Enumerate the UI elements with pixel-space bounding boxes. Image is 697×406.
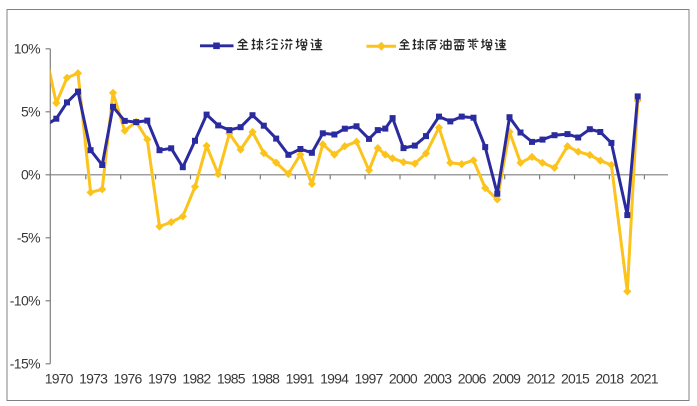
svg-text:1991: 1991 (286, 371, 315, 387)
svg-text:5%: 5% (21, 104, 40, 120)
svg-text:1979: 1979 (148, 371, 177, 387)
svg-text:-15%: -15% (10, 356, 40, 372)
svg-text:1970: 1970 (45, 371, 74, 387)
svg-text:2003: 2003 (423, 371, 452, 387)
svg-text:1994: 1994 (320, 371, 349, 387)
svg-text:2000: 2000 (389, 371, 418, 387)
svg-text:2006: 2006 (458, 371, 487, 387)
svg-text:1982: 1982 (182, 371, 211, 387)
svg-text:2015: 2015 (561, 371, 590, 387)
svg-text:0%: 0% (21, 167, 40, 183)
svg-text:-5%: -5% (17, 230, 40, 246)
svg-text:2012: 2012 (527, 371, 556, 387)
svg-text:2018: 2018 (595, 371, 624, 387)
svg-text:1985: 1985 (217, 371, 246, 387)
svg-text:2021: 2021 (630, 371, 659, 387)
svg-text:1973: 1973 (79, 371, 108, 387)
svg-text:1976: 1976 (114, 371, 143, 387)
svg-text:2009: 2009 (492, 371, 521, 387)
svg-text:-10%: -10% (10, 293, 40, 309)
svg-text:1997: 1997 (355, 371, 384, 387)
svg-text:10%: 10% (14, 41, 40, 57)
svg-text:1988: 1988 (251, 371, 280, 387)
